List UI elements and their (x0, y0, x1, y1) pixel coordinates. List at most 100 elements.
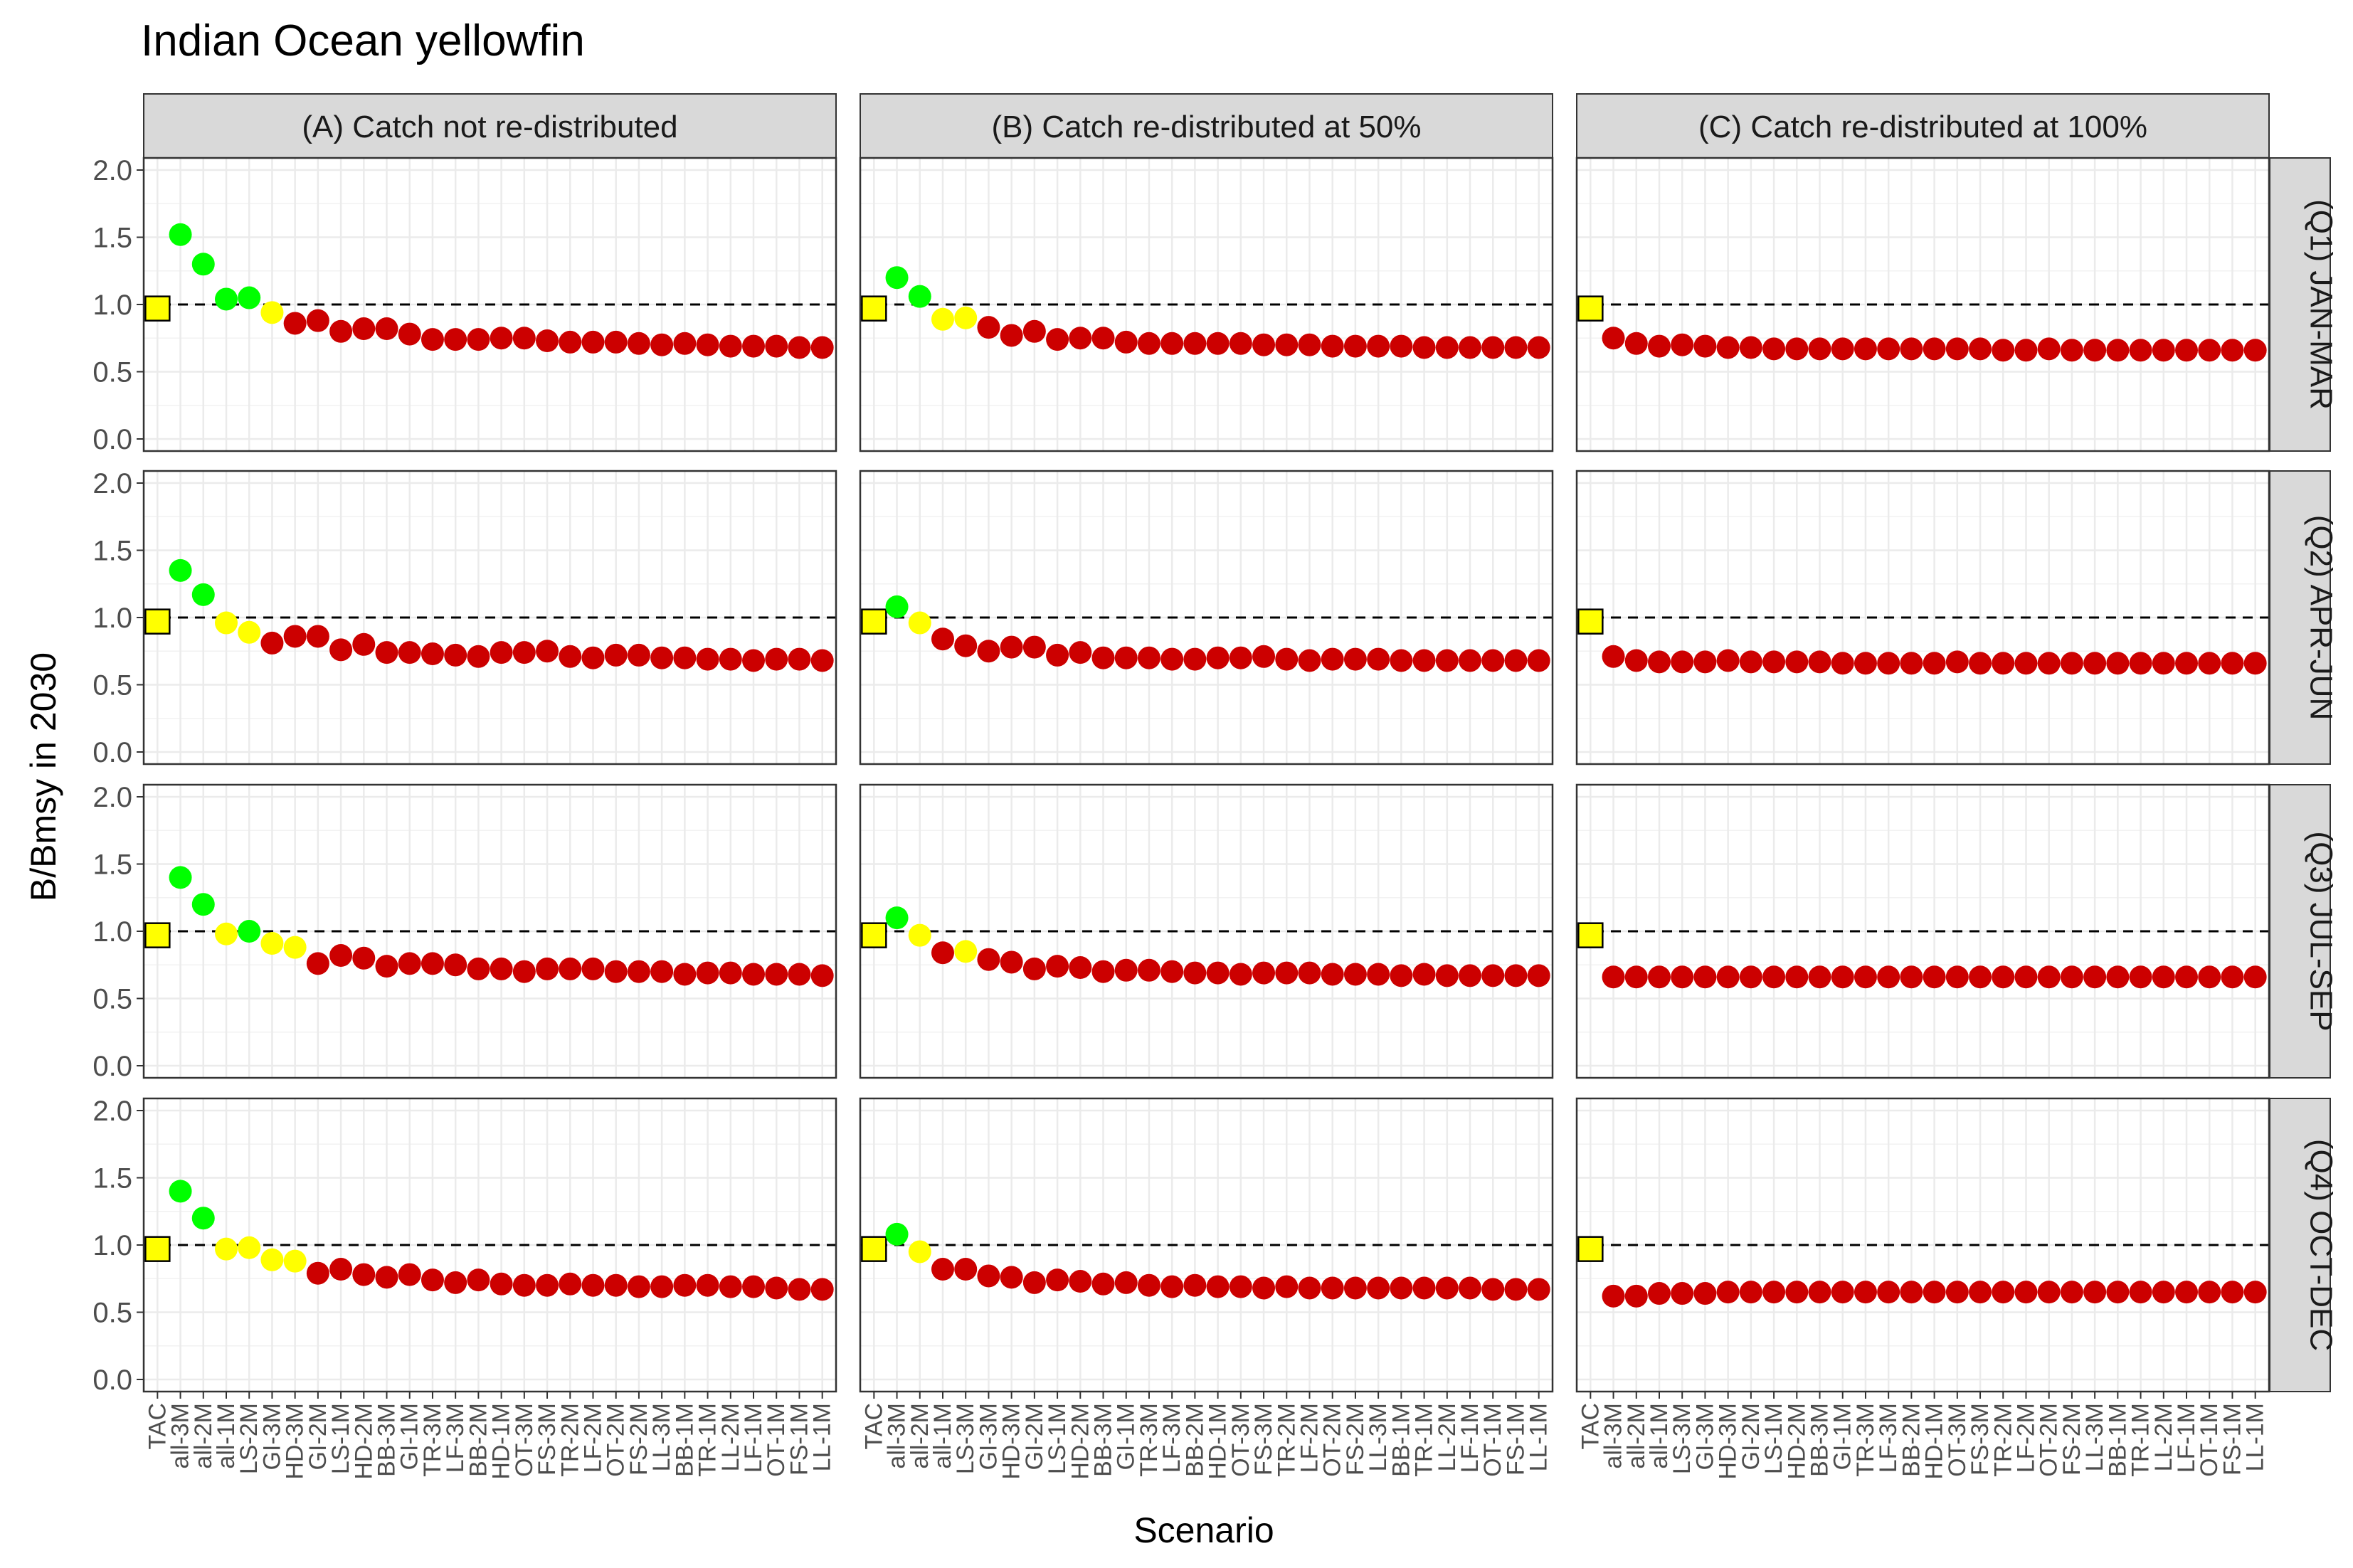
scenario-point (444, 328, 467, 351)
scenario-point (191, 253, 215, 276)
scenario-point (788, 963, 811, 986)
x-tick-label: OT-1M (1479, 1403, 1506, 1477)
scenario-point (1900, 652, 1923, 675)
scenario-point (1206, 332, 1230, 355)
scenario-point (375, 641, 398, 664)
scenario-point (885, 266, 909, 290)
y-tick-label: 0.0 (92, 424, 132, 455)
scenario-point (1969, 965, 1992, 989)
x-tick-label: FS-1M (786, 1403, 813, 1476)
scenario-point (1343, 647, 1367, 671)
y-axis-label: B/Bmsy in 2030 (23, 652, 63, 901)
x-tick-label: HD-1M (1921, 1403, 1948, 1480)
scenario-point (2129, 1281, 2152, 1304)
scenario-point (1716, 649, 1740, 672)
scenario-point (581, 330, 605, 354)
scenario-point (604, 330, 628, 354)
x-tick-label: TR-3M (419, 1403, 446, 1477)
scenario-point (2243, 652, 2267, 675)
x-tick-label: TR-1M (1411, 1403, 1438, 1477)
x-tick-label: OT-2M (2036, 1403, 2063, 1477)
scenario-point (1160, 332, 1184, 355)
scenario-point (719, 1275, 742, 1298)
scenario-point (1762, 965, 1786, 989)
scenario-point (885, 906, 909, 930)
scenario-point (260, 1248, 284, 1271)
scenario-point (719, 961, 742, 985)
y-tick-label: 2.0 (92, 155, 132, 186)
panel-border (859, 1097, 1554, 1393)
scenario-point (788, 647, 811, 671)
scenario-point (2221, 1281, 2244, 1304)
scenario-point (2106, 1281, 2130, 1304)
scenario-point (1945, 1281, 1969, 1304)
scenario-point (977, 1264, 1000, 1288)
scenario-point (1459, 336, 1482, 359)
scenario-point (1992, 339, 2015, 362)
scenario-point (696, 1273, 719, 1297)
scenario-point (260, 631, 284, 655)
scenario-point (765, 334, 788, 358)
scenario-point (1046, 955, 1069, 978)
panel-border (142, 1097, 837, 1393)
scenario-point (512, 960, 536, 983)
scenario-point (375, 955, 398, 978)
x-tick-label: all-3M (884, 1403, 911, 1469)
scenario-point (352, 632, 376, 656)
scenario-point (1298, 333, 1321, 356)
scenario-point (490, 1272, 513, 1296)
y-tick-label: 0.0 (92, 1051, 132, 1082)
scenario-point (238, 620, 261, 644)
scenario-point (1602, 965, 1625, 989)
scenario-point (1504, 964, 1528, 987)
scenario-point (765, 647, 788, 671)
scenario-point (559, 330, 582, 354)
scenario-point (1275, 647, 1299, 671)
scenario-point (169, 1180, 192, 1203)
panel-r4-c2 (859, 1097, 1554, 1393)
scenario-point (1527, 1278, 1550, 1301)
scenario-point (1000, 635, 1023, 659)
x-tick-label: FS-2M (625, 1403, 652, 1476)
scenario-point (1229, 1275, 1252, 1298)
x-tick-label: TAC (144, 1403, 171, 1449)
scenario-point (1647, 1282, 1671, 1305)
scenario-point (1831, 652, 1854, 675)
scenario-point (1091, 960, 1115, 983)
y-tick-label: 0.5 (92, 356, 132, 388)
panel-border (859, 783, 1554, 1079)
scenario-point (1160, 960, 1184, 983)
scenario-point (444, 643, 467, 667)
x-tick-label: TAC (1577, 1403, 1604, 1449)
scenario-point (1229, 332, 1252, 355)
x-tick-label: FS-2M (2058, 1403, 2085, 1476)
scenario-point (1808, 965, 1831, 989)
scenario-point (1229, 963, 1252, 986)
scenario-point (1739, 965, 1762, 989)
scenario-point (1000, 324, 1023, 347)
scenario-point (1435, 649, 1459, 672)
scenario-point (1923, 1281, 1946, 1304)
scenario-point (742, 1275, 766, 1298)
x-tick-label: BB-3M (1090, 1403, 1117, 1477)
scenario-point (765, 963, 788, 986)
x-tick-label: LS-1M (327, 1403, 354, 1474)
scenario-point (1137, 332, 1160, 355)
x-tick-label: LF-1M (2173, 1403, 2200, 1473)
scenario-point (1022, 1271, 1046, 1294)
x-tick-label: FS-1M (1502, 1403, 1529, 1476)
scenario-point (1298, 961, 1321, 985)
scenario-point (1091, 646, 1115, 669)
y-tick-label: 1.0 (92, 1230, 132, 1261)
scenario-point (885, 1222, 909, 1246)
scenario-point (1831, 337, 1854, 361)
scenario-point (977, 640, 1000, 663)
x-tick-label: BB-1M (2104, 1403, 2131, 1477)
panel-border (859, 470, 1554, 766)
scenario-point (2152, 652, 2175, 675)
scenario-point (1923, 652, 1946, 675)
scenario-point (329, 319, 353, 343)
x-tick-label: TR-1M (2127, 1403, 2154, 1477)
scenario-point (1459, 964, 1482, 987)
y-tick-label: 2.0 (92, 1096, 132, 1127)
